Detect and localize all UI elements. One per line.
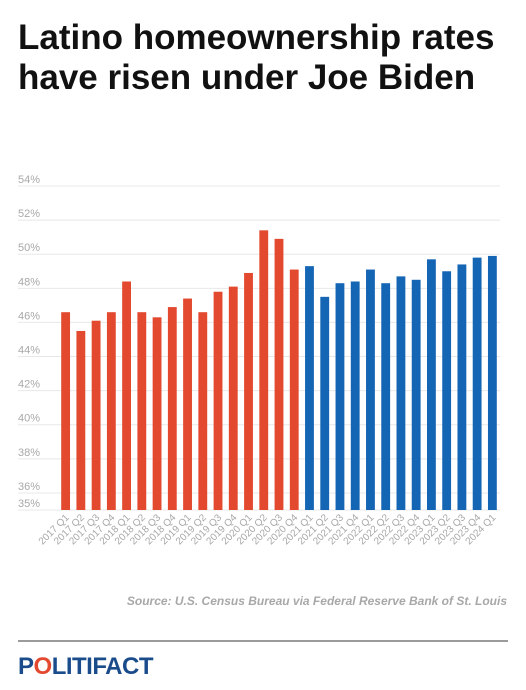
logo-wordmark: POLITIFACT: [18, 653, 154, 680]
chart-title: Latino homeownership rates have risen un…: [18, 18, 495, 97]
bar: [487, 255, 497, 510]
bar: [167, 307, 177, 510]
bar: [335, 283, 345, 510]
bar: [289, 269, 299, 510]
bar: [472, 257, 482, 510]
y-tick-label: 35%: [18, 498, 40, 510]
bar: [137, 312, 147, 510]
bar: [198, 312, 208, 510]
bar: [381, 283, 391, 510]
bar: [411, 279, 421, 510]
bar: [152, 317, 162, 510]
bar: [91, 320, 101, 510]
y-tick-label: 38%: [18, 447, 40, 459]
y-tick-label: 40%: [18, 413, 40, 425]
bar: [259, 230, 269, 510]
bar: [457, 264, 467, 510]
y-tick-label: 54%: [18, 174, 40, 186]
bar: [244, 272, 253, 510]
bar: [366, 269, 375, 510]
bar: [228, 286, 238, 510]
bar: [213, 291, 223, 510]
bar: [305, 266, 314, 510]
y-tick-label: 48%: [18, 276, 40, 288]
y-tick-label: 44%: [18, 345, 40, 357]
bar: [396, 276, 406, 510]
bars: [61, 230, 497, 510]
politifact-logo[interactable]: POLITIFACT: [18, 652, 154, 682]
y-tick-label: 42%: [18, 379, 40, 391]
bar: [183, 298, 192, 510]
bar: [106, 312, 116, 510]
bar: [442, 271, 452, 510]
source-note: Source: U.S. Census Bureau via Federal R…: [126, 594, 507, 608]
y-tick-label: 46%: [18, 310, 40, 322]
footer-divider: [18, 640, 508, 642]
bar-chart: 35% 36% 38% 40% 42% 44% 46% 48% 50% 52% 54% 2017 Q…: [18, 174, 500, 547]
y-axis-ticks: 35% 36% 38% 40% 42% 44% 46% 48% 50% 52% 54%: [18, 174, 40, 510]
bar: [122, 281, 132, 510]
bar: [320, 296, 330, 510]
bar: [350, 281, 360, 510]
bar: [274, 238, 284, 510]
y-tick-label: 50%: [18, 242, 40, 254]
y-tick-label: 52%: [18, 208, 40, 220]
y-tick-label: 36%: [18, 481, 40, 493]
bar: [76, 330, 86, 510]
bar: [426, 259, 436, 510]
bar: [61, 312, 71, 510]
